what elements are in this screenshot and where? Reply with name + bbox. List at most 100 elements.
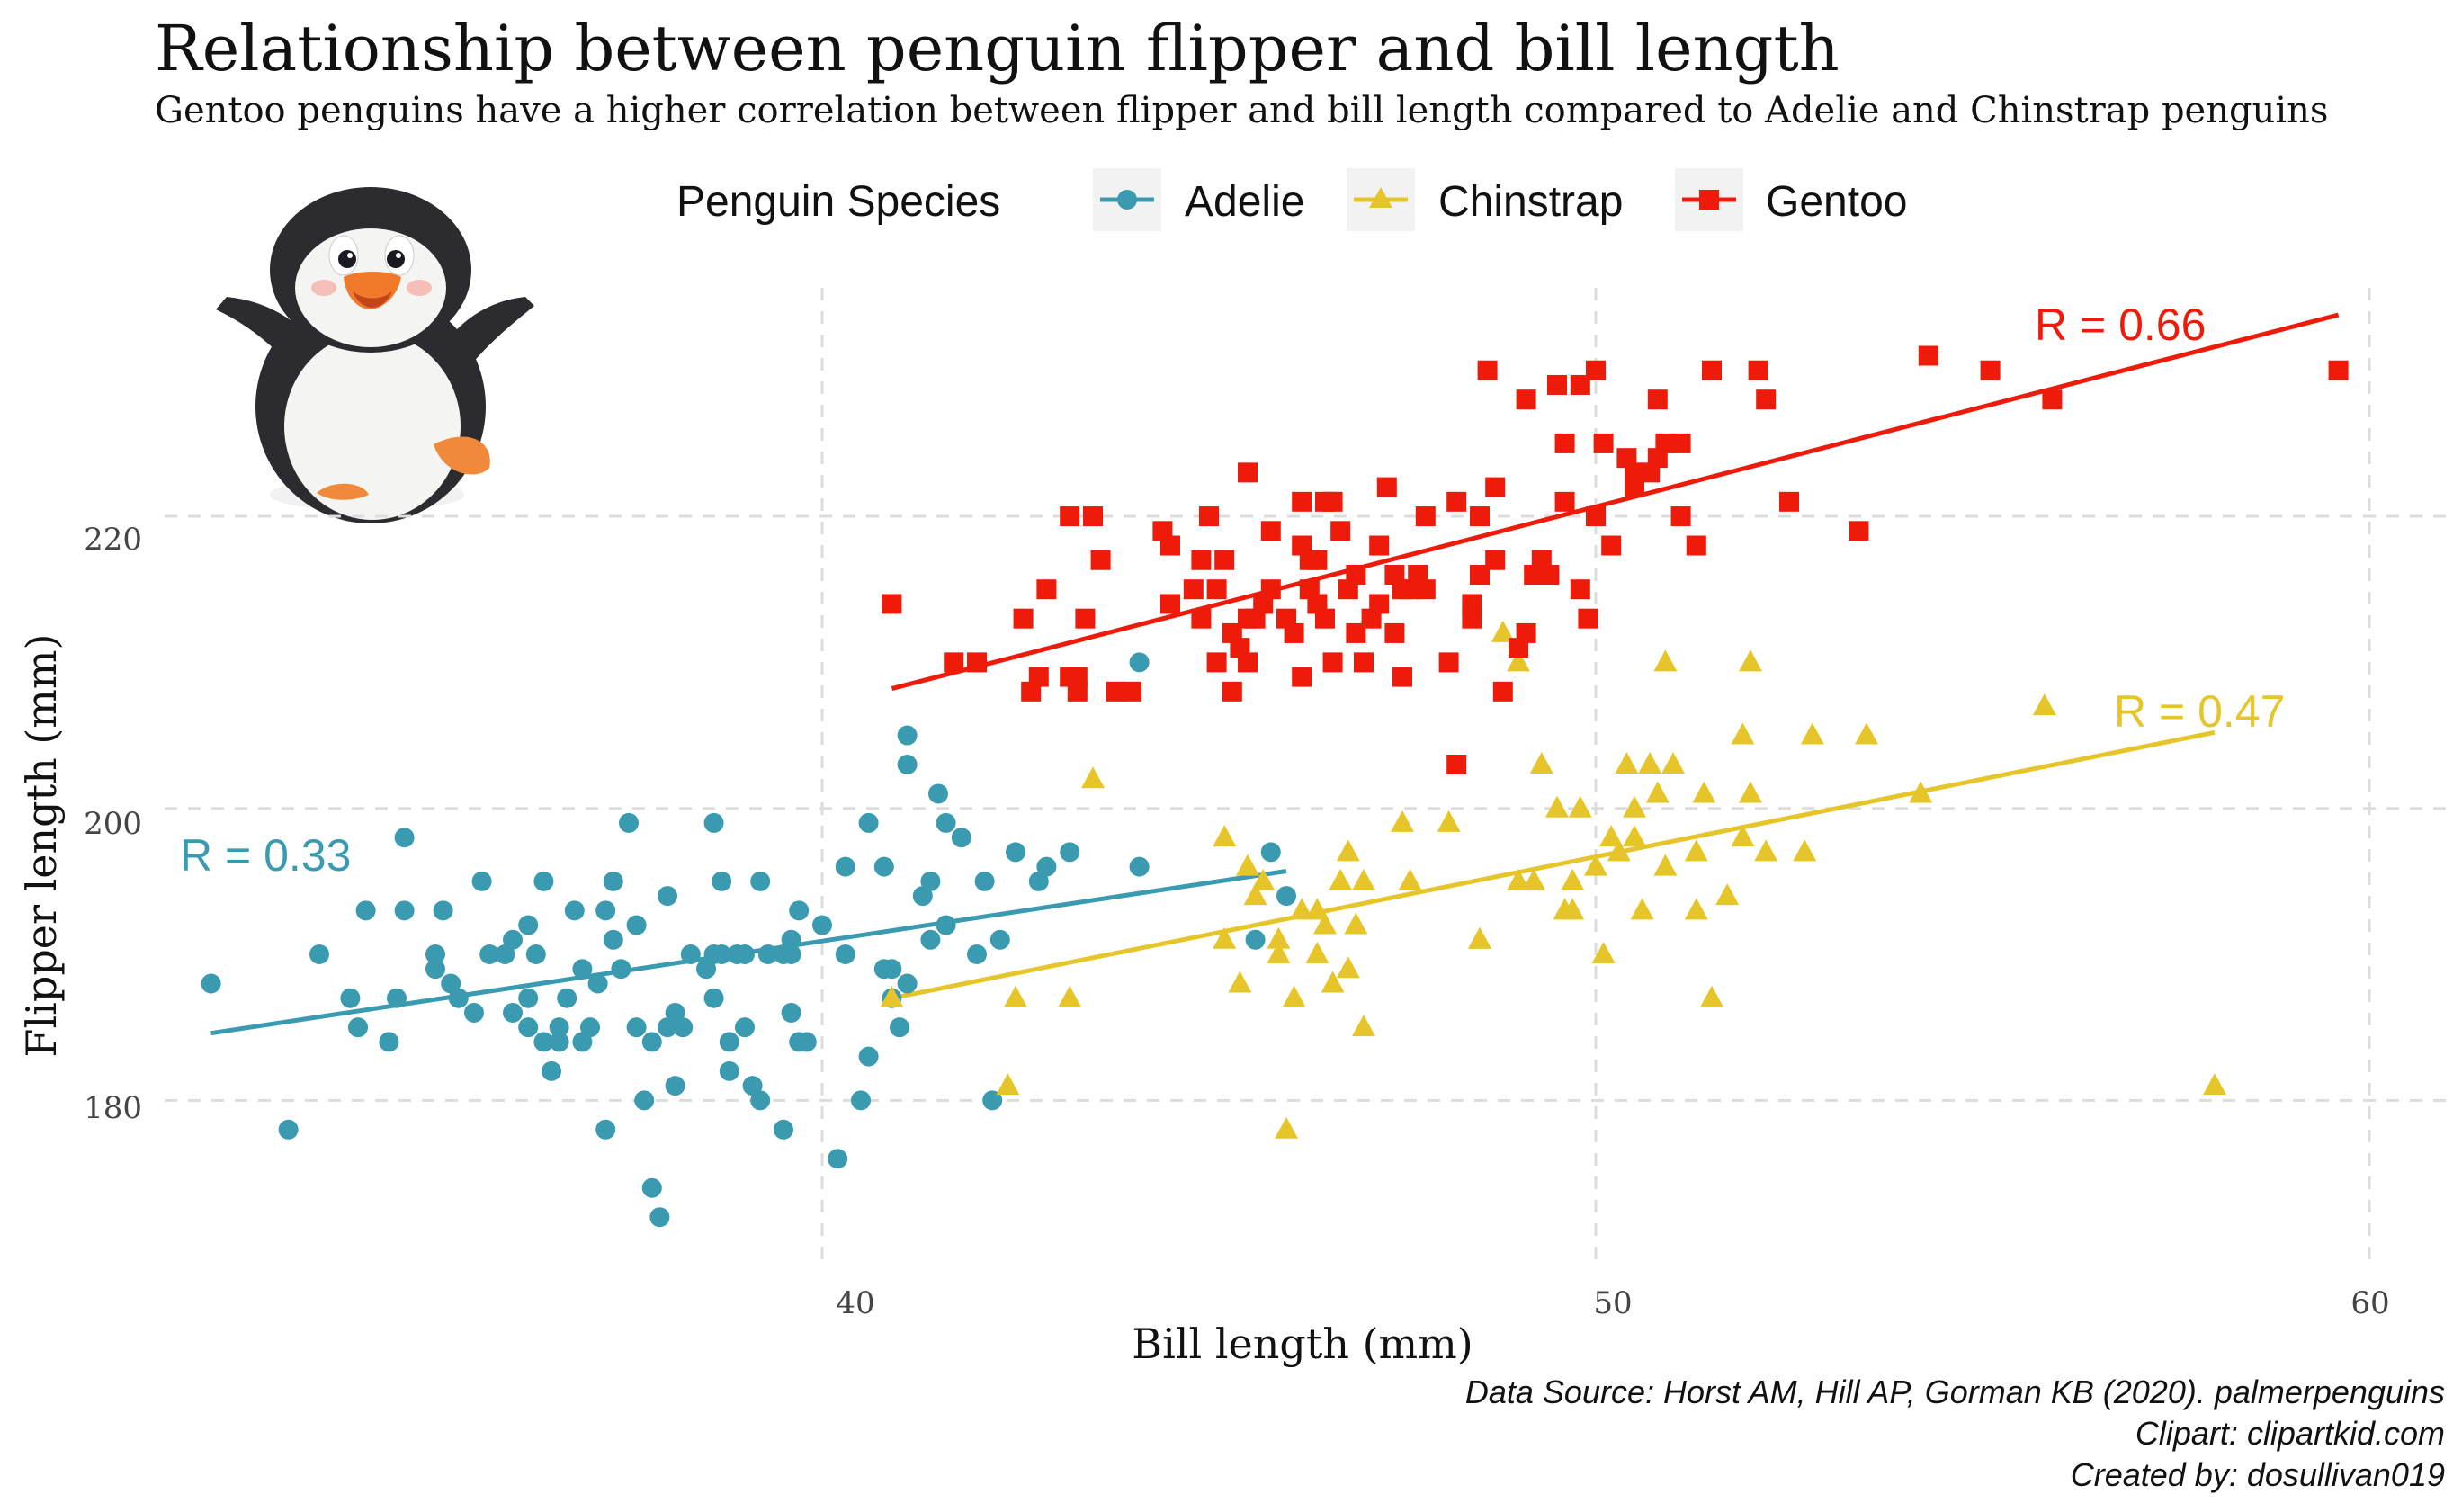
point-adelie — [897, 725, 918, 746]
point-gentoo — [1292, 535, 1312, 556]
point-adelie — [789, 1032, 810, 1052]
point-adelie — [603, 929, 623, 950]
point-gentoo — [1516, 389, 1536, 410]
point-adelie — [533, 871, 554, 891]
point-chinstrap — [1584, 854, 1607, 876]
point-gentoo — [1090, 550, 1111, 570]
y-axis-title: Flipper length (mm) — [17, 634, 66, 1058]
point-chinstrap — [880, 985, 904, 1007]
point-chinstrap — [1692, 781, 1716, 803]
point-gentoo — [1438, 652, 1459, 673]
fit-line-gentoo — [891, 312, 2340, 692]
point-adelie — [549, 1017, 569, 1038]
point-adelie — [712, 944, 732, 965]
point-gentoo — [1238, 462, 1258, 483]
point-adelie — [890, 1017, 909, 1038]
point-adelie — [719, 1060, 739, 1081]
x-tick-label: 60 — [2350, 1285, 2389, 1321]
point-adelie — [774, 1119, 793, 1140]
point-chinstrap — [1267, 926, 1291, 949]
point-gentoo — [1292, 491, 1312, 512]
point-adelie — [735, 1017, 755, 1038]
point-adelie — [564, 900, 585, 921]
point-chinstrap — [1336, 956, 1360, 979]
point-gentoo — [1485, 477, 1506, 497]
point-adelie — [781, 929, 801, 950]
point-adelie — [394, 900, 415, 921]
caption-author: Created by: dosullivan019 — [2071, 1456, 2445, 1493]
point-adelie — [533, 1032, 554, 1052]
point-gentoo — [1625, 462, 1644, 483]
point-adelie — [542, 1060, 561, 1081]
legend-label-adelie: Adelie — [1185, 178, 1304, 226]
point-adelie — [611, 959, 631, 980]
point-chinstrap — [1855, 722, 1878, 745]
point-adelie — [387, 988, 407, 1008]
point-gentoo — [1028, 667, 1049, 687]
point-adelie — [750, 1090, 771, 1111]
x-axis-title: Bill length (mm) — [1132, 1320, 1473, 1368]
point-gentoo — [2328, 360, 2349, 380]
x-tick-label: 50 — [1593, 1285, 1632, 1321]
point-chinstrap — [1243, 883, 1267, 906]
legend-label-gentoo: Gentoo — [1766, 178, 1907, 226]
point-adelie — [951, 828, 971, 848]
point-adelie — [572, 1032, 593, 1052]
point-gentoo — [1245, 608, 1266, 629]
point-adelie — [673, 1017, 694, 1038]
point-adelie — [580, 1017, 600, 1038]
r-label-gentoo: R = 0.66 — [2035, 300, 2206, 350]
point-chinstrap — [1568, 795, 1592, 818]
point-gentoo — [1346, 564, 1366, 585]
point-adelie — [464, 1002, 484, 1023]
point-chinstrap — [1653, 649, 1678, 672]
y-tick-label: 180 — [84, 1090, 142, 1126]
chart-subtitle: Gentoo penguins have a higher correlatio… — [155, 90, 2328, 131]
point-chinstrap — [1653, 854, 1678, 876]
point-adelie — [1260, 842, 1281, 863]
point-adelie — [835, 856, 855, 877]
point-adelie — [587, 973, 608, 994]
point-adelie — [1276, 886, 1296, 907]
point-gentoo — [1376, 477, 1397, 497]
point-adelie — [425, 944, 445, 965]
point-gentoo — [1415, 506, 1436, 527]
point-gentoo — [1647, 389, 1668, 410]
point-gentoo — [1392, 667, 1412, 687]
point-gentoo — [1462, 608, 1482, 629]
grid — [165, 288, 2447, 1268]
point-chinstrap — [1909, 781, 1933, 803]
point-chinstrap — [2203, 1073, 2226, 1096]
point-adelie — [665, 1076, 685, 1096]
point-chinstrap — [1731, 722, 1755, 745]
point-adelie — [348, 1017, 368, 1038]
point-adelie — [503, 1002, 523, 1023]
point-adelie — [897, 755, 918, 774]
point-gentoo — [1470, 564, 1490, 585]
point-adelie — [641, 1032, 662, 1052]
point-chinstrap — [1267, 942, 1291, 964]
point-gentoo — [1322, 652, 1343, 673]
point-gentoo — [1160, 535, 1180, 556]
point-chinstrap — [1329, 868, 1353, 890]
point-chinstrap — [1251, 868, 1276, 890]
point-chinstrap — [1236, 854, 1259, 876]
legend-item-gentoo: Gentoo — [1675, 168, 1907, 231]
point-chinstrap — [1313, 912, 1337, 935]
point-chinstrap — [1228, 971, 1252, 993]
point-adelie — [355, 900, 376, 921]
point-gentoo — [1315, 608, 1335, 629]
point-chinstrap — [1321, 971, 1345, 993]
point-gentoo — [1485, 550, 1506, 570]
point-chinstrap — [1615, 752, 1639, 774]
point-adelie — [873, 856, 894, 877]
caption-clipart: Clipart: clipartkid.com — [2135, 1415, 2445, 1452]
point-gentoo — [1199, 506, 1219, 527]
point-gentoo — [944, 652, 964, 673]
point-adelie — [735, 944, 755, 965]
point-chinstrap — [1630, 898, 1654, 920]
point-adelie — [1060, 842, 1080, 863]
point-gentoo — [1547, 374, 1567, 395]
point-gentoo — [1554, 433, 1575, 453]
point-adelie — [719, 1032, 739, 1052]
